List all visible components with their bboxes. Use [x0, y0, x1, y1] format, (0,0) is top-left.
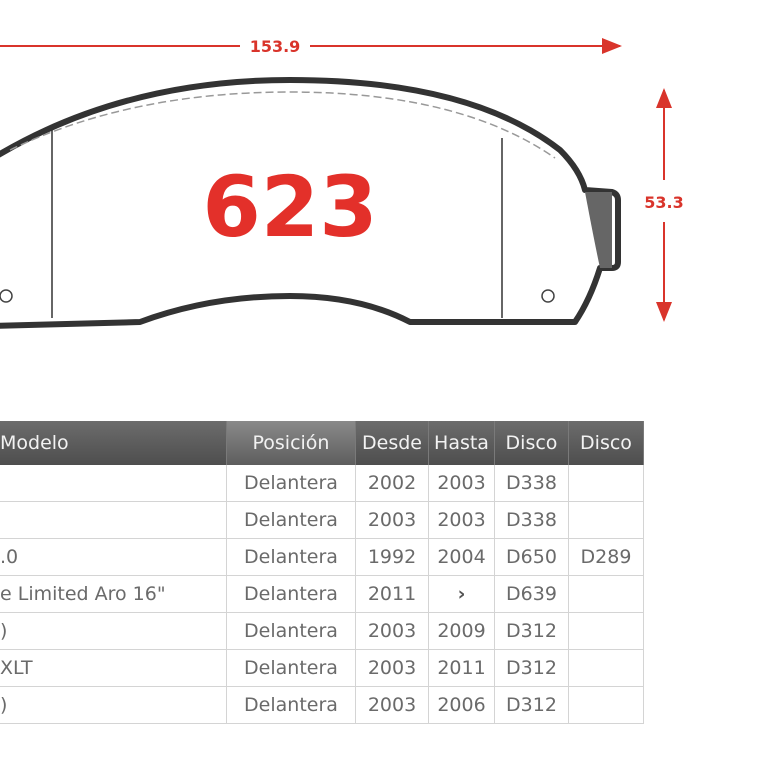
table-header-row: Modelo Posición Desde Hasta Disco Disco — [0, 421, 644, 465]
cell-modelo — [0, 501, 227, 539]
cell-hasta: 2006 — [428, 686, 495, 724]
cell-posicion: Delantera — [226, 612, 356, 650]
cell-disco-2: D289 — [568, 538, 644, 576]
header-disco-2: Disco — [568, 421, 644, 465]
cell-desde: 2011 — [355, 575, 429, 613]
cell-disco: D338 — [494, 501, 569, 539]
table-row: Delantera 2002 2003 D338 — [0, 465, 644, 502]
header-modelo: Modelo — [0, 421, 227, 465]
cell-desde: 2003 — [355, 686, 429, 724]
cell-disco-2 — [568, 649, 644, 687]
header-hasta: Hasta — [428, 421, 495, 465]
cell-hasta: 2009 — [428, 612, 495, 650]
cell-hasta: 2003 — [428, 501, 495, 539]
height-dimension-label: 53.3 — [644, 193, 683, 212]
cell-desde: 2003 — [355, 649, 429, 687]
table-row: .0 Delantera 1992 2004 D650 D289 — [0, 538, 644, 576]
cell-posicion: Delantera — [226, 538, 356, 576]
cell-posicion: Delantera — [226, 686, 356, 724]
cell-disco-2 — [568, 465, 644, 502]
header-disco: Disco — [494, 421, 569, 465]
cell-disco: D312 — [494, 649, 569, 687]
cell-hasta: 2003 — [428, 465, 495, 502]
cell-desde: 2002 — [355, 465, 429, 502]
cell-hasta: 2011 — [428, 649, 495, 687]
cell-posicion: Delantera — [226, 465, 356, 502]
brake-pad-outline — [0, 77, 621, 329]
cell-modelo: ) — [0, 686, 227, 724]
cell-desde: 2003 — [355, 612, 429, 650]
cell-modelo: .0 — [0, 538, 227, 576]
table-row: e Limited Aro 16" Delantera 2011 › D639 — [0, 575, 644, 613]
table-row: Delantera 2003 2003 D338 — [0, 501, 644, 539]
cell-desde: 2003 — [355, 501, 429, 539]
cell-modelo: ) — [0, 612, 227, 650]
cell-modelo — [0, 465, 227, 502]
cell-hasta: › — [428, 575, 495, 613]
width-dimension: 153.9 — [0, 37, 622, 56]
header-desde: Desde — [355, 421, 429, 465]
cell-disco-2 — [568, 501, 644, 539]
cell-posicion: Delantera — [226, 649, 356, 687]
cell-disco-2 — [568, 686, 644, 724]
cell-disco: D650 — [494, 538, 569, 576]
cell-disco-2 — [568, 612, 644, 650]
cell-posicion: Delantera — [226, 575, 356, 613]
cell-desde: 1992 — [355, 538, 429, 576]
cell-posicion: Delantera — [226, 501, 356, 539]
table-row: ) Delantera 2003 2006 D312 — [0, 686, 644, 724]
cell-disco-2 — [568, 575, 644, 613]
cell-disco: D639 — [494, 575, 569, 613]
application-table: Modelo Posición Desde Hasta Disco Disco … — [0, 421, 644, 724]
brake-pad-diagram: 153.9 53.3 623 — [0, 37, 684, 329]
table-row: ) Delantera 2003 2009 D312 — [0, 612, 644, 650]
cell-disco: D312 — [494, 612, 569, 650]
cell-modelo: e Limited Aro 16" — [0, 575, 227, 613]
cell-modelo: XLT — [0, 649, 227, 687]
height-dimension: 53.3 — [644, 88, 684, 322]
cell-disco: D312 — [494, 686, 569, 724]
header-posicion: Posición — [226, 421, 356, 465]
part-code: 623 — [202, 158, 377, 256]
cell-disco: D338 — [494, 465, 569, 502]
cell-hasta: 2004 — [428, 538, 495, 576]
width-dimension-label: 153.9 — [250, 37, 301, 56]
table-row: XLT Delantera 2003 2011 D312 — [0, 649, 644, 687]
